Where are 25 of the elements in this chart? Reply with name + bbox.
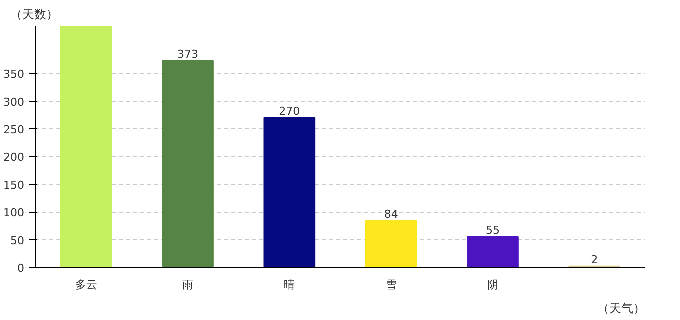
y-tick-label: 200 (4, 151, 25, 164)
y-tick-label: 250 (4, 123, 25, 136)
data-label: 270 (279, 104, 300, 118)
x-tick-label: 雨 (182, 278, 194, 292)
y-tick-label: 50 (10, 234, 25, 248)
y-tick-label: 100 (4, 206, 25, 220)
x-tick-label: 阴 (488, 278, 498, 292)
data-label: 2 (591, 253, 598, 266)
data-label: 55 (486, 224, 500, 238)
y-tick-label: 350 (4, 68, 25, 82)
data-label: 373 (178, 48, 198, 61)
bar (60, 26, 112, 268)
y-axis-title: （天数） (10, 8, 58, 22)
bar (365, 220, 418, 268)
y-tick-label: 150 (4, 178, 25, 192)
bar (467, 236, 519, 268)
x-tick-label: 多云 (75, 278, 98, 292)
x-tick-label: 雪 (386, 278, 397, 292)
x-tick-label: 晴 (284, 278, 296, 292)
x-axis-title: （天气） (598, 302, 646, 316)
bar (264, 117, 316, 268)
y-tick-label: 0 (18, 262, 24, 275)
data-label: 84 (384, 208, 398, 221)
bar (162, 60, 214, 268)
y-tick-label: 300 (4, 96, 25, 109)
